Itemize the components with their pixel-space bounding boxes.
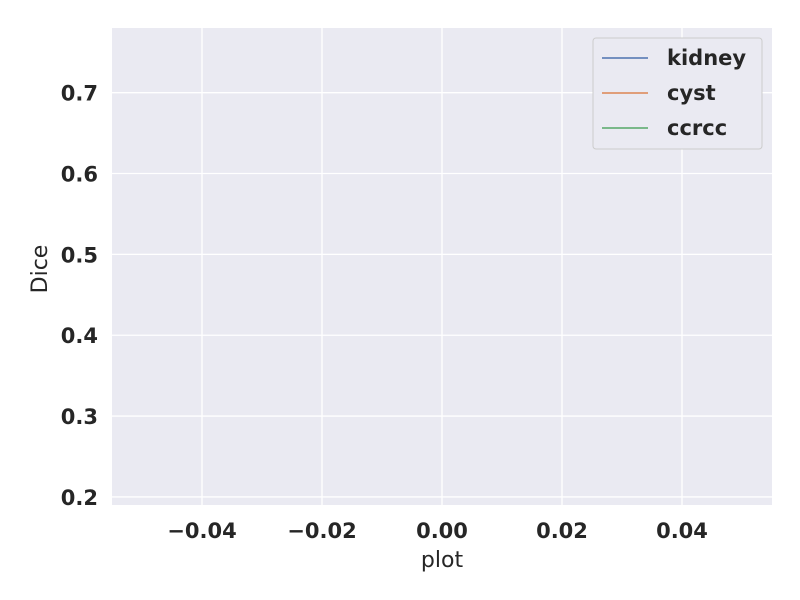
y-tick-label: 0.4 [61,324,98,348]
legend-label-kidney: kidney [667,46,746,70]
x-tick-label: −0.02 [287,519,356,543]
y-tick-label: 0.3 [61,405,98,429]
x-tick-labels: −0.04 −0.02 0.00 0.02 0.04 [167,519,708,543]
x-tick-label: 0.02 [536,519,588,543]
y-tick-label: 0.6 [61,163,98,187]
x-tick-label: −0.04 [167,519,236,543]
legend-box [592,37,763,150]
y-tick-labels: 0.2 0.3 0.4 0.5 0.6 0.7 [61,82,98,510]
y-axis-label: Dice [28,245,53,294]
y-tick-label: 0.5 [61,243,98,267]
x-tick-label: 0.04 [656,519,708,543]
x-tick-label: 0.00 [416,519,468,543]
x-axis-label: plot [421,548,464,573]
y-tick-label: 0.7 [61,82,98,106]
legend: kidney cyst ccrcc [592,37,763,150]
legend-label-cyst: cyst [667,81,716,105]
legend-label-ccrcc: ccrcc [667,116,727,140]
y-tick-label: 0.2 [61,486,98,510]
